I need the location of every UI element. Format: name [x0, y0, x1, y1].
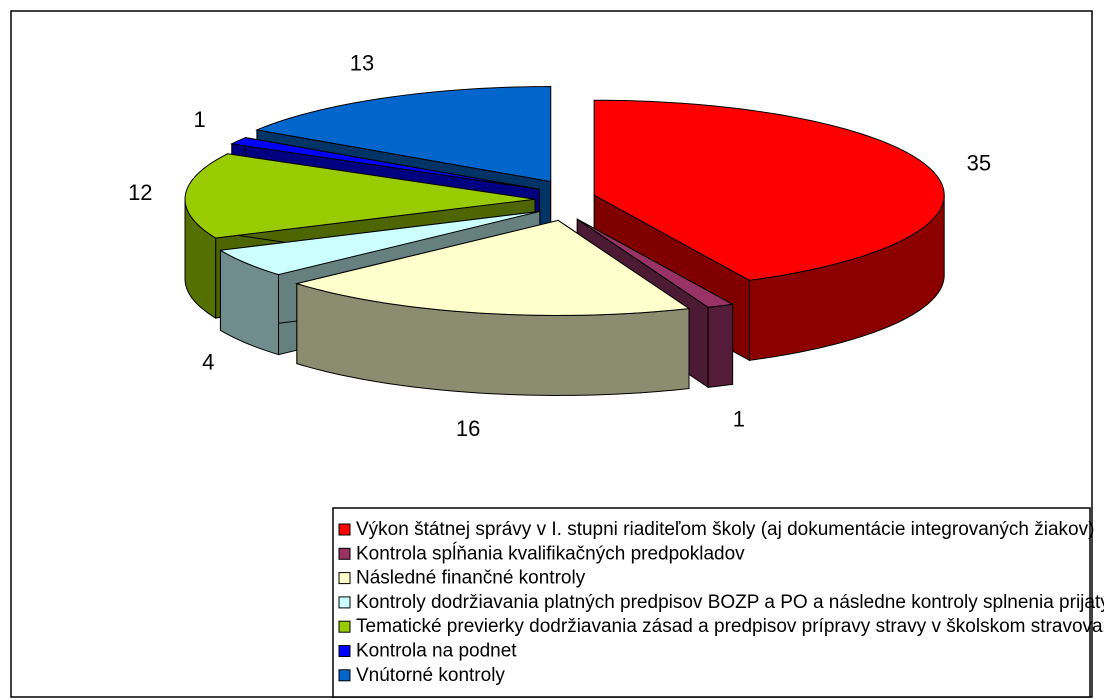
- legend-label: Tematické previerky dodržiavania zásad a…: [356, 616, 1104, 637]
- legend-label: Výkon štátnej správy v I. stupni riadite…: [356, 519, 1094, 540]
- legend-label: Kontroly dodržiavania platných predpisov…: [356, 592, 1104, 613]
- legend-marker: [338, 547, 351, 560]
- legend-label: Kontrola na podnet: [356, 641, 517, 662]
- legend-marker: [338, 596, 351, 609]
- slice-top: [593, 99, 945, 281]
- legend-box: [332, 507, 1091, 698]
- data-label: 1: [733, 406, 745, 431]
- slice-top: [294, 219, 691, 316]
- data-label: 13: [350, 51, 374, 76]
- legend-label: Kontrola spĺňania kvalifikačných predpok…: [356, 542, 745, 564]
- legend-label: Následné finančné kontroly: [356, 568, 586, 589]
- legend-marker: [338, 620, 351, 633]
- slice-wall: [707, 303, 734, 388]
- data-label: 35: [967, 151, 991, 176]
- legend-label: Vnútorné kontroly: [356, 665, 505, 686]
- legend-marker: [338, 572, 351, 585]
- slice: [294, 219, 691, 396]
- data-label: 16: [456, 416, 480, 441]
- slice-top: [184, 153, 536, 239]
- slice-top: [218, 210, 540, 276]
- data-label: 1: [194, 107, 206, 132]
- legend-marker: [338, 645, 351, 657]
- legend-marker: [338, 669, 351, 682]
- slice-top: [230, 137, 540, 190]
- legend-marker: [338, 523, 351, 536]
- pie: [184, 86, 945, 396]
- slice-top: [576, 218, 735, 308]
- slice-top: [255, 86, 552, 183]
- data-label: 4: [202, 350, 214, 375]
- data-label: 12: [128, 180, 152, 205]
